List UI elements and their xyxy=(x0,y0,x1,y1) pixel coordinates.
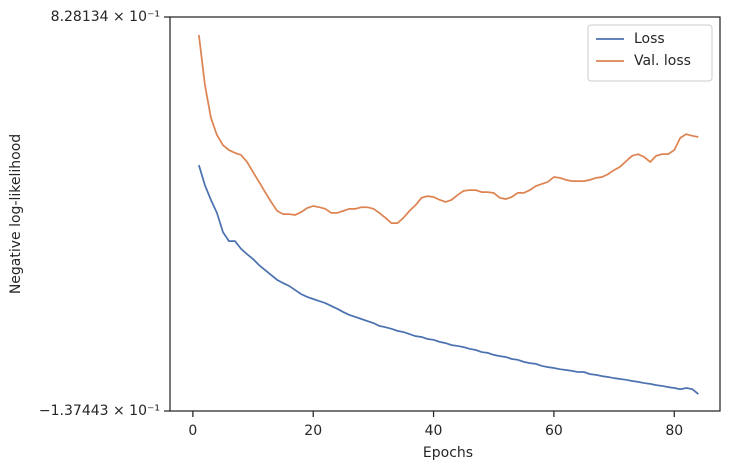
plot-frame xyxy=(169,16,721,412)
legend: Loss Val. loss xyxy=(587,24,713,82)
x-axis-label: Epochs xyxy=(423,445,473,461)
x-tick-label: 80 xyxy=(665,423,683,439)
y-tick-label: −1.37443 × 10⁻¹ xyxy=(39,403,160,419)
x-tick-label: 20 xyxy=(304,423,322,439)
x-tick-label: 0 xyxy=(188,423,197,439)
y-axis-label: Negative log-likelihood xyxy=(8,134,24,294)
line xyxy=(198,34,699,224)
x-tick-label: 40 xyxy=(425,423,443,439)
x-tick-label: 60 xyxy=(545,423,563,439)
line xyxy=(198,164,699,395)
legend-label: Val. loss xyxy=(634,53,691,69)
legend-label: Loss xyxy=(634,31,665,47)
y-tick-label: 8.28134 × 10⁻¹ xyxy=(51,9,160,25)
